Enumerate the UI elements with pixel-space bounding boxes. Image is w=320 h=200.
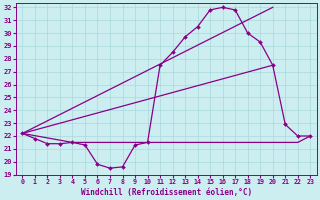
X-axis label: Windchill (Refroidissement éolien,°C): Windchill (Refroidissement éolien,°C) [81, 188, 252, 197]
